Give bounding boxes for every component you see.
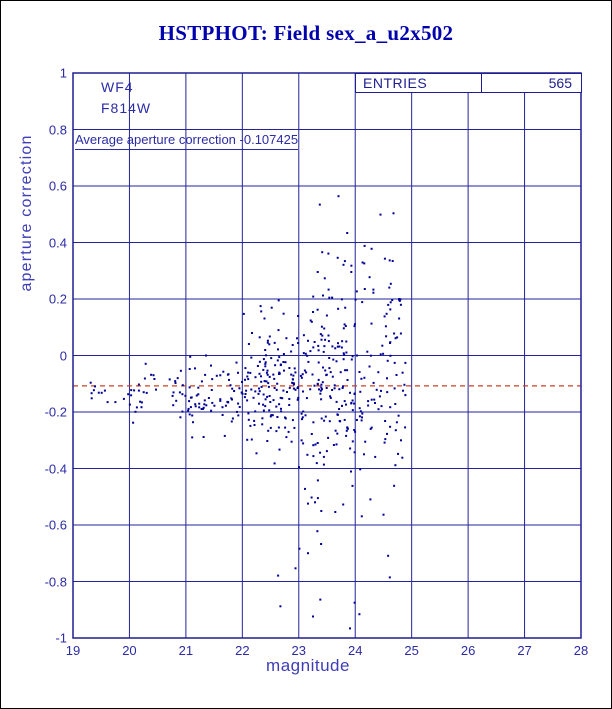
x-tick-label: 22 (235, 643, 250, 658)
filter-label: F814W (101, 100, 152, 116)
y-tick-label: -0.6 (44, 517, 67, 533)
entries-label: ENTRIES (363, 75, 428, 91)
x-tick-label: 26 (460, 643, 476, 658)
y-tick-label: -1 (55, 630, 67, 646)
x-tick-label: 19 (65, 643, 81, 658)
y-tick-label: 0.2 (48, 291, 67, 307)
y-tick-label: -0.4 (44, 461, 67, 476)
x-tick-label: 25 (404, 643, 419, 658)
x-tick-label: 23 (291, 643, 306, 658)
page-title: HSTPHOT: Field sex_a_u2x502 (158, 21, 454, 45)
entries-value: 565 (481, 74, 581, 92)
average-annotation: Average aperture correction -0.107425 (75, 132, 299, 150)
y-axis-label: aperture correction (18, 134, 35, 292)
scatter-points (89, 195, 407, 630)
entries-stats-box: ENTRIES 565 (355, 73, 582, 93)
camera-label: WF4 (101, 79, 134, 95)
y-tick-label: 0 (59, 348, 67, 363)
x-tick-label: 24 (347, 643, 363, 658)
plot-frame (72, 72, 582, 639)
y-tick-label: 0.8 (48, 122, 67, 137)
x-axis-label: magnitude (266, 656, 350, 675)
y-tick-label: 0.6 (48, 178, 67, 194)
x-tick-label: 20 (122, 643, 137, 658)
x-tick-label: 27 (517, 643, 532, 658)
y-tick-label: -0.2 (44, 404, 67, 420)
y-tick-label: -0.8 (44, 574, 67, 589)
x-tick-label: 28 (573, 643, 589, 658)
x-tick-label: 21 (178, 643, 194, 658)
y-tick-label: 0.4 (48, 235, 67, 250)
y-tick-label: 1 (59, 65, 67, 81)
